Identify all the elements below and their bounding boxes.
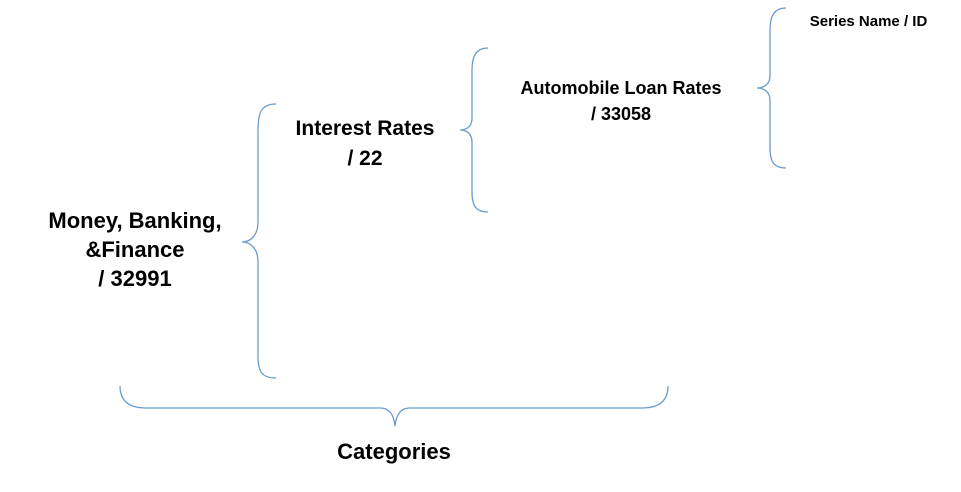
- node-line: / 22: [347, 147, 383, 170]
- category-interest-rates: Interest Rates / 22: [278, 114, 452, 174]
- node-line: / 32991: [98, 266, 172, 291]
- node-line: Series Name / ID: [809, 13, 928, 30]
- brace-level3-to-level4: [756, 7, 787, 169]
- node-line: Automobile Loan Rates: [520, 78, 722, 98]
- categories-label: Categories: [337, 439, 451, 464]
- category-money-banking-finance: Money, Banking, &Finance / 32991: [20, 206, 250, 293]
- node-line: / 33058: [590, 104, 652, 124]
- brace-level2-to-level3: [459, 47, 489, 213]
- node-line: Money, Banking,: [48, 208, 222, 233]
- brace-categories: [119, 385, 669, 427]
- node-line: &Finance: [85, 237, 185, 262]
- series-name-id: Series Name / ID: [786, 12, 951, 32]
- node-line: Interest Rates: [295, 117, 435, 140]
- brace-level1-to-level2: [241, 103, 277, 379]
- category-automobile-loan-rates: Automobile Loan Rates / 33058: [492, 75, 750, 127]
